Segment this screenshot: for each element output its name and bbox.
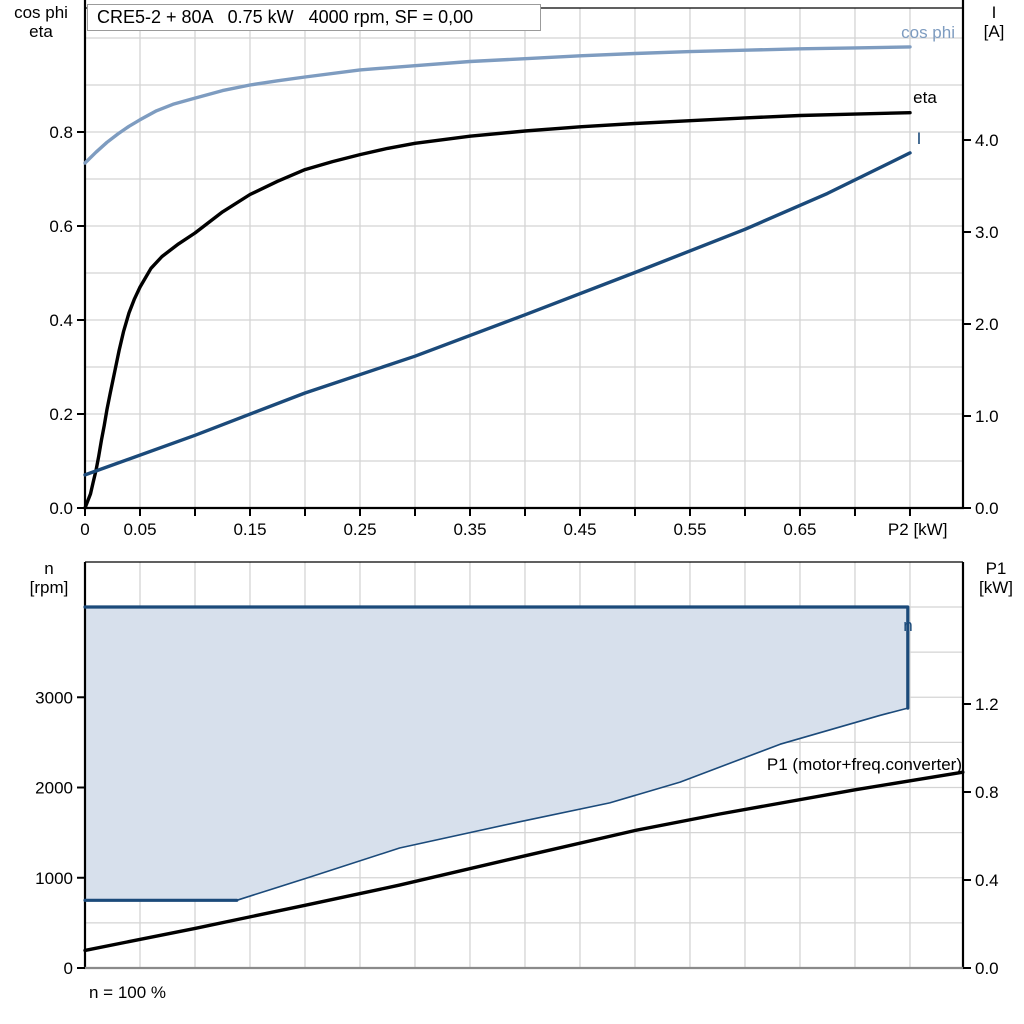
left-tick-label: 0.4	[49, 311, 73, 330]
x-tick-label: 0.05	[123, 520, 156, 539]
right-tick-label: 4.0	[975, 131, 999, 150]
cos-phi-curve-label: cos phi	[901, 23, 955, 42]
x-tick-label: 0.25	[343, 520, 376, 539]
speed-curve-label: n	[903, 616, 913, 635]
speed-footnote: n = 100 %	[89, 983, 167, 1002]
I-curve	[83, 151, 912, 477]
left-tick-label: 3000	[35, 688, 73, 707]
x-tick-label: 0.35	[453, 520, 486, 539]
eta-curve	[83, 110, 912, 510]
left-tick-label: 2000	[35, 779, 73, 798]
bottom-chart-right-axis-title: P1 [kW]	[968, 559, 1024, 597]
left-axis-title-line1: cos phi	[14, 3, 68, 22]
x-axis-title: P2 [kW]	[888, 520, 948, 539]
left-axis-title-line2: eta	[29, 22, 53, 41]
right-axis-title-line2: [A]	[983, 22, 1005, 41]
n-curve	[83, 605, 910, 710]
x-tick-label: 0.45	[563, 520, 596, 539]
p1-axis-title-line1: P1	[985, 559, 1007, 578]
speed-axis-title-line1: n	[44, 559, 54, 578]
right-tick-label: 0.0	[975, 959, 999, 978]
eta-curve-label: eta	[913, 88, 937, 107]
right-tick-label: 0.4	[975, 871, 999, 890]
top-chart-left-axis-title: cos phi eta	[2, 3, 80, 41]
left-tick-label: 0.6	[49, 217, 73, 236]
right-tick-label: 0.0	[975, 499, 999, 518]
right-tick-label: 3.0	[975, 223, 999, 242]
right-tick-label: 2.0	[975, 315, 999, 334]
left-tick-label: 0	[64, 959, 73, 978]
p1-axis-title-line2: [kW]	[979, 578, 1013, 597]
right-axis-title-line1: I	[991, 3, 997, 22]
speed-duty-range-area	[85, 607, 908, 901]
x-tick-label: 0.15	[233, 520, 266, 539]
current-curve-label: I	[916, 129, 922, 148]
left-tick-label: 0.8	[49, 123, 73, 142]
p1-curve-label: P1 (motor+freq.converter)	[766, 755, 962, 774]
n-lower-limit-curve	[236, 707, 909, 902]
cos phi-curve	[83, 45, 912, 165]
right-tick-label: 1.0	[975, 407, 999, 426]
right-tick-label: 1.2	[975, 695, 999, 714]
pump-title-box: CRE5-2 + 80A 0.75 kW 4000 rpm, SF = 0,00	[87, 4, 541, 31]
speed-axis-title-line2: [rpm]	[29, 578, 69, 597]
left-tick-label: 0.0	[49, 499, 73, 518]
bottom-chart-left-axis-title: n [rpm]	[16, 559, 82, 597]
right-tick-label: 0.8	[975, 783, 999, 802]
top-chart-right-axis-title: I [A]	[966, 3, 1022, 41]
left-tick-label: 0.2	[49, 405, 73, 424]
x-tick-label: 0	[80, 520, 89, 539]
P1 (motor+freq.converter)-curve	[83, 770, 965, 953]
left-tick-label: 1000	[35, 869, 73, 888]
x-tick-label: 0.65	[783, 520, 816, 539]
x-tick-label: 0.55	[673, 520, 706, 539]
